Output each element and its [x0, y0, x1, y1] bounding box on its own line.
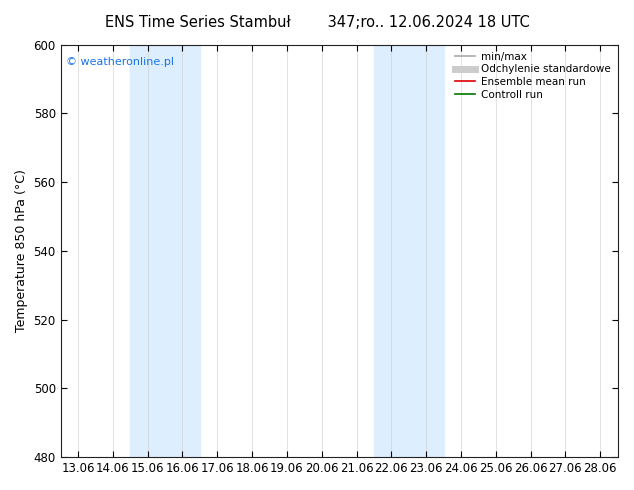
Bar — [130, 45, 200, 457]
Legend: min/max, Odchylenie standardowe, Ensemble mean run, Controll run: min/max, Odchylenie standardowe, Ensembl… — [453, 49, 612, 102]
Bar — [374, 45, 444, 457]
Y-axis label: Temperature 850 hPa (°C): Temperature 850 hPa (°C) — [15, 170, 28, 332]
Text: ENS Time Series Stambuł        347;ro.. 12.06.2024 18 UTC: ENS Time Series Stambuł 347;ro.. 12.06.2… — [105, 15, 529, 30]
Text: © weatheronline.pl: © weatheronline.pl — [66, 57, 174, 67]
